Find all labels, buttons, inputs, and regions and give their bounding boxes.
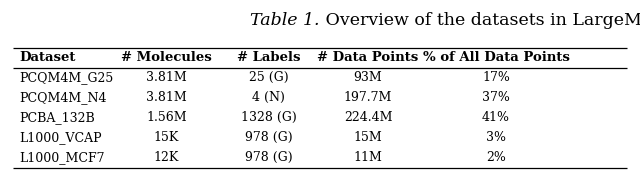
Text: 224.4M: 224.4M	[344, 111, 392, 124]
Text: L1000_VCAP: L1000_VCAP	[19, 131, 102, 144]
Text: # Labels: # Labels	[237, 51, 301, 64]
Text: 978 (G): 978 (G)	[245, 131, 292, 144]
Text: 11M: 11M	[353, 151, 383, 164]
Text: PCQM4M_N4: PCQM4M_N4	[19, 91, 107, 104]
Text: Dataset: Dataset	[19, 51, 76, 64]
Text: 1328 (G): 1328 (G)	[241, 111, 297, 124]
Text: 197.7M: 197.7M	[344, 91, 392, 104]
Text: # Data Points: # Data Points	[317, 51, 419, 64]
Text: 3%: 3%	[486, 131, 506, 144]
Text: 12K: 12K	[154, 151, 179, 164]
Text: PCBA_132B: PCBA_132B	[19, 111, 95, 124]
Text: Overview of the datasets in LargeMix.: Overview of the datasets in LargeMix.	[320, 12, 640, 29]
Text: % of All Data Points: % of All Data Points	[422, 51, 570, 64]
Text: 41%: 41%	[482, 111, 510, 124]
Text: 17%: 17%	[482, 71, 510, 84]
Text: 25 (G): 25 (G)	[249, 71, 289, 84]
Text: 2%: 2%	[486, 151, 506, 164]
Text: PCQM4M_G25: PCQM4M_G25	[19, 71, 113, 84]
Text: 4 (N): 4 (N)	[252, 91, 285, 104]
Text: 978 (G): 978 (G)	[245, 151, 292, 164]
Text: 3.81M: 3.81M	[146, 71, 187, 84]
Text: 15M: 15M	[354, 131, 382, 144]
Text: 15K: 15K	[154, 131, 179, 144]
Text: # Molecules: # Molecules	[121, 51, 212, 64]
Text: 3.81M: 3.81M	[146, 91, 187, 104]
Text: 37%: 37%	[482, 91, 510, 104]
Text: 1.56M: 1.56M	[146, 111, 187, 124]
Text: L1000_MCF7: L1000_MCF7	[19, 151, 105, 164]
Text: Table 1.: Table 1.	[250, 12, 320, 29]
Text: 93M: 93M	[354, 71, 382, 84]
